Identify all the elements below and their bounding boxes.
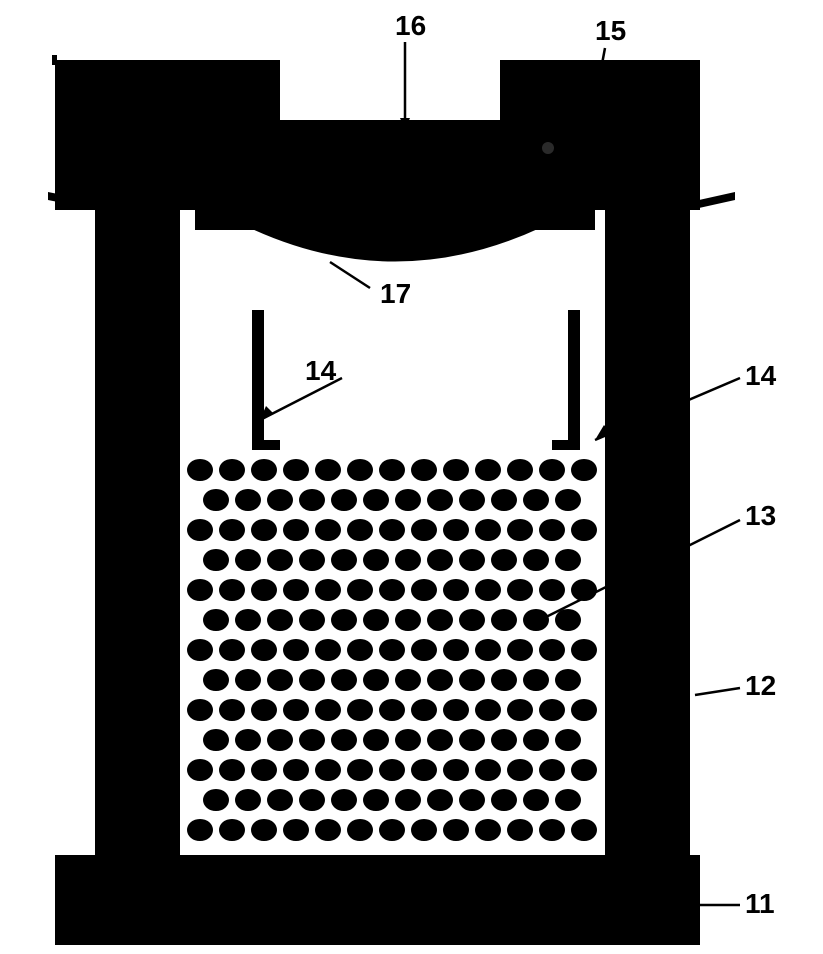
right-baffle-vertical bbox=[568, 310, 580, 450]
diagram-container: 16 15 17 14 14 13 12 11 bbox=[0, 0, 823, 954]
top-ring bbox=[195, 155, 595, 230]
lid-curved-bottom bbox=[250, 225, 540, 262]
left-baffle-vertical bbox=[252, 310, 264, 450]
right-wall bbox=[605, 210, 690, 860]
label-15: 15 bbox=[595, 15, 626, 47]
label-16: 16 bbox=[395, 10, 426, 42]
label-14-left: 14 bbox=[305, 355, 336, 387]
left-top-edge bbox=[52, 55, 57, 65]
right-baffle-foot bbox=[552, 440, 580, 450]
packed-bed bbox=[187, 459, 597, 841]
label-17: 17 bbox=[380, 278, 411, 310]
left-wall bbox=[95, 210, 180, 860]
label-11: 11 bbox=[745, 888, 775, 920]
label-13: 13 bbox=[745, 500, 776, 532]
left-baffle-foot bbox=[252, 440, 280, 450]
label-14-right: 14 bbox=[745, 360, 776, 392]
label-12: 12 bbox=[745, 670, 776, 702]
top-ring-upper bbox=[280, 120, 510, 160]
cross-section-diagram bbox=[0, 0, 823, 954]
base-plate bbox=[55, 855, 700, 945]
